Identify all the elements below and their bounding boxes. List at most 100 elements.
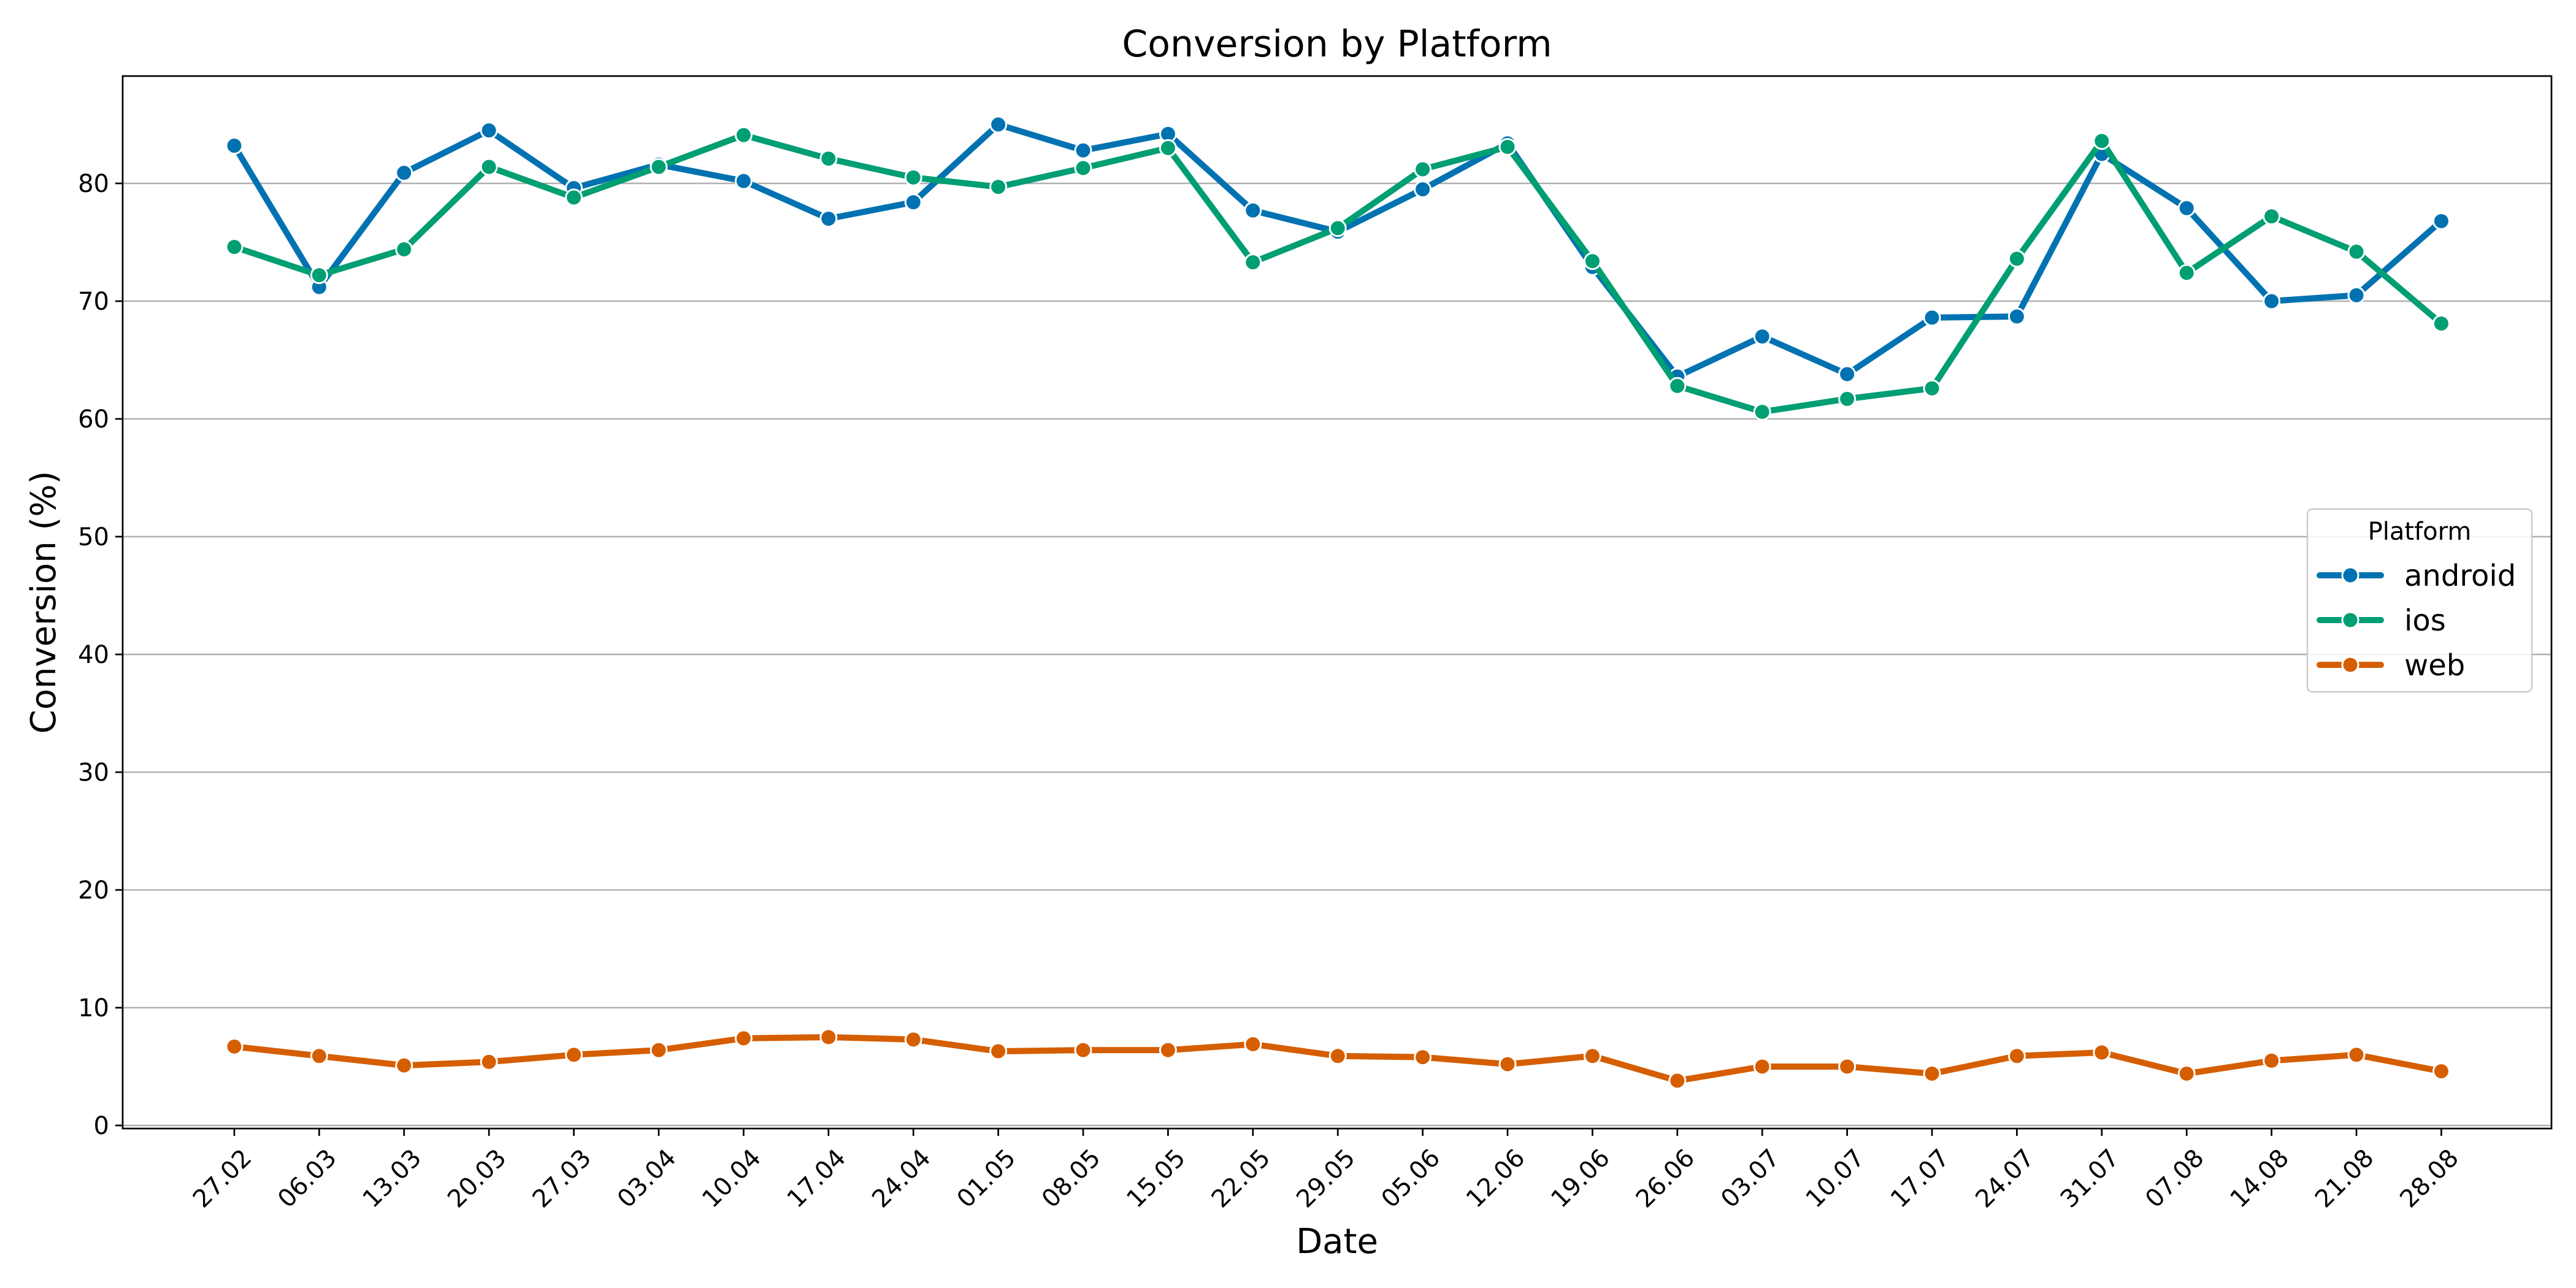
data-point-android	[989, 115, 1008, 134]
y-tick-label: 80	[78, 170, 109, 198]
data-point-web	[1159, 1041, 1177, 1059]
data-point-ios	[904, 168, 922, 186]
legend-label: ios	[2404, 604, 2446, 638]
data-point-web	[2177, 1065, 2196, 1083]
data-point-web	[650, 1041, 668, 1059]
y-tick-label: 60	[78, 405, 109, 434]
y-axis: 0 10 20 30 40 50 60 70 80	[78, 170, 123, 1140]
y-tick-label: 20	[78, 876, 109, 905]
data-point-ios	[1074, 159, 1092, 177]
data-point-ios	[1159, 139, 1177, 157]
data-point-ios	[2432, 314, 2450, 332]
data-point-web	[2093, 1043, 2111, 1062]
data-point-ios	[819, 150, 838, 168]
data-point-android	[1838, 365, 1857, 383]
data-point-web	[989, 1042, 1008, 1060]
data-point-ios	[650, 158, 668, 176]
data-point-web	[1498, 1055, 1517, 1073]
data-point-web	[1923, 1065, 1941, 1083]
y-tick-label: 0	[94, 1112, 109, 1140]
data-point-web	[1074, 1041, 1092, 1059]
data-point-ios	[480, 158, 498, 176]
data-point-android	[904, 193, 922, 212]
data-point-android	[1753, 328, 1771, 346]
data-point-web	[1753, 1057, 1771, 1076]
legend-title: Platform	[2368, 518, 2472, 546]
data-point-android	[819, 210, 838, 228]
data-point-web	[480, 1052, 498, 1071]
x-axis-label: Date	[1296, 1222, 1378, 1262]
data-point-android	[1074, 141, 1092, 159]
data-point-web	[1583, 1047, 1601, 1065]
data-point-web	[819, 1028, 838, 1046]
legend-swatch-marker	[2341, 656, 2359, 674]
y-tick-label: 50	[78, 523, 109, 551]
data-point-ios	[1244, 253, 1262, 272]
data-point-ios	[1414, 160, 1432, 178]
legend-frame	[2306, 508, 2533, 693]
legend: Platform android ios web	[2306, 508, 2533, 693]
legend-item-ios: ios	[2317, 604, 2446, 638]
data-point-ios	[2007, 250, 2026, 268]
data-point-ios	[225, 238, 243, 256]
data-point-web	[904, 1030, 922, 1049]
data-point-android	[480, 121, 498, 140]
y-axis-label: Conversion (%)	[24, 471, 64, 734]
data-point-web	[395, 1056, 413, 1075]
data-point-ios	[1923, 379, 1941, 397]
data-point-android	[2177, 199, 2196, 217]
data-point-ios	[2263, 207, 2281, 226]
data-point-android	[1244, 201, 1262, 220]
data-point-web	[310, 1047, 328, 1065]
legend-label: android	[2404, 559, 2516, 593]
data-point-android	[2347, 286, 2366, 304]
legend-item-android: android	[2317, 559, 2516, 593]
data-point-ios	[2177, 264, 2196, 282]
data-point-ios	[565, 188, 583, 207]
data-point-android	[1923, 309, 1941, 327]
data-point-android	[734, 172, 753, 190]
data-point-android	[2007, 307, 2026, 326]
series-web	[225, 1028, 2450, 1090]
y-tick-label: 40	[78, 641, 109, 669]
y-tick-label: 70	[78, 288, 109, 316]
data-point-ios	[1498, 137, 1517, 156]
data-point-android	[395, 164, 413, 182]
data-point-web	[1668, 1071, 1687, 1090]
data-point-ios	[2093, 132, 2111, 150]
data-point-android	[2432, 212, 2450, 230]
data-point-web	[2347, 1046, 2366, 1064]
data-point-ios	[989, 178, 1008, 196]
data-point-ios	[395, 240, 413, 259]
data-point-web	[2432, 1062, 2450, 1081]
data-point-android	[1414, 180, 1432, 199]
data-point-web	[1414, 1048, 1432, 1067]
data-point-web	[1838, 1057, 1857, 1076]
y-tick-label: 30	[78, 759, 109, 787]
legend-items: android ios web	[2317, 559, 2516, 683]
legend-swatch-marker	[2341, 611, 2359, 629]
data-point-web	[225, 1037, 243, 1056]
data-point-web	[2007, 1047, 2026, 1065]
data-point-web	[1328, 1047, 1347, 1065]
data-point-ios	[1328, 219, 1347, 237]
series-layer	[225, 115, 2450, 1090]
y-tick-label: 10	[78, 994, 109, 1022]
data-point-ios	[1583, 252, 1601, 270]
chart-title: Conversion by Platform	[1122, 23, 1552, 66]
data-point-web	[2263, 1051, 2281, 1070]
series-ios	[225, 126, 2450, 421]
legend-swatch-marker	[2341, 566, 2359, 585]
data-point-ios	[734, 126, 753, 144]
legend-label: web	[2404, 648, 2465, 683]
data-point-ios	[1838, 389, 1857, 408]
data-point-ios	[1753, 402, 1771, 421]
legend-item-web: web	[2317, 648, 2465, 683]
data-point-web	[734, 1029, 753, 1048]
data-point-ios	[310, 266, 328, 285]
data-point-ios	[1668, 377, 1687, 395]
data-point-web	[565, 1046, 583, 1064]
data-point-android	[2263, 292, 2281, 310]
data-point-web	[1244, 1035, 1262, 1054]
